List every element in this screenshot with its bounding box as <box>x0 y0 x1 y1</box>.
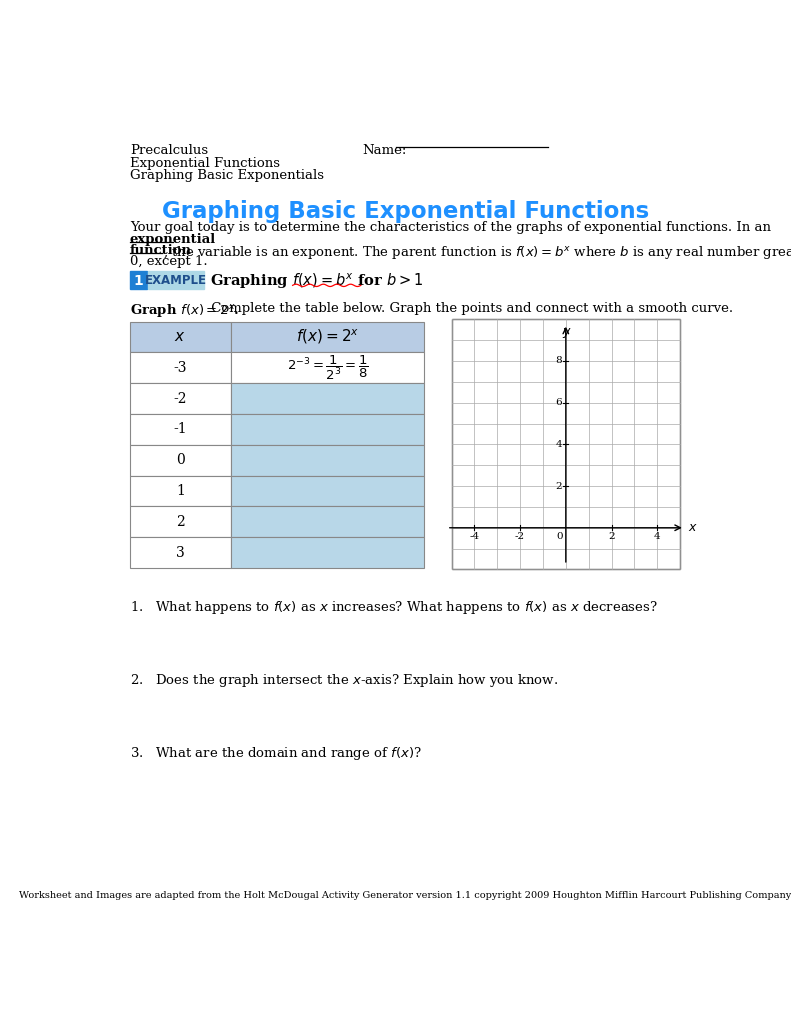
Text: $x$: $x$ <box>175 330 186 344</box>
Bar <box>149 270 204 289</box>
Text: Exponential Functions: Exponential Functions <box>130 157 280 170</box>
Text: 6: 6 <box>555 398 562 408</box>
Text: Complete the table below. Graph the points and connect with a smooth curve.: Complete the table below. Graph the poin… <box>207 301 733 314</box>
Bar <box>231 444 425 475</box>
Text: EXAMPLE: EXAMPLE <box>146 274 207 287</box>
Bar <box>231 322 425 352</box>
Text: 3.   What are the domain and range of $f(x)$?: 3. What are the domain and range of $f(x… <box>130 745 422 762</box>
Text: -2: -2 <box>173 391 187 406</box>
Text: Graphing Basic Exponentials: Graphing Basic Exponentials <box>130 169 324 182</box>
Text: -1: -1 <box>173 422 187 436</box>
Text: Name:: Name: <box>362 144 407 158</box>
Text: , the variable is an exponent. The parent function is $f(x) = b^x$ where $b$ is : , the variable is an exponent. The paren… <box>163 244 791 261</box>
Text: 2.   Does the graph intersect the $x$-axis? Explain how you know.: 2. Does the graph intersect the $x$-axis… <box>130 672 558 689</box>
Text: y: y <box>562 326 570 338</box>
Bar <box>130 444 231 475</box>
Bar <box>130 270 147 289</box>
Text: 8: 8 <box>555 356 562 366</box>
Bar <box>231 414 425 444</box>
Text: 4: 4 <box>654 531 660 541</box>
Text: 0: 0 <box>176 454 184 467</box>
Text: 1.   What happens to $f(x)$ as $x$ increases? What happens to $f(x)$ as $x$ decr: 1. What happens to $f(x)$ as $x$ increas… <box>130 599 658 615</box>
Text: -2: -2 <box>515 531 525 541</box>
Text: 1: 1 <box>176 484 184 498</box>
Bar <box>231 538 425 568</box>
Text: 1: 1 <box>134 273 143 288</box>
Text: 0, except 1.: 0, except 1. <box>130 255 207 267</box>
Bar <box>231 352 425 383</box>
Text: function: function <box>130 244 192 257</box>
Text: Graphing $f(x) = b^x$ for $b > 1$: Graphing $f(x) = b^x$ for $b > 1$ <box>210 271 423 291</box>
Text: Your goal today is to determine the characteristics of the graphs of exponential: Your goal today is to determine the char… <box>130 221 771 234</box>
Text: 0: 0 <box>556 531 563 541</box>
Bar <box>130 538 231 568</box>
Bar <box>231 506 425 538</box>
Text: $2^{-3} = \dfrac{1}{2^3} = \dfrac{1}{8}$: $2^{-3} = \dfrac{1}{2^3} = \dfrac{1}{8}$ <box>286 353 369 382</box>
Bar <box>231 475 425 506</box>
Text: 2: 2 <box>608 531 615 541</box>
Text: x: x <box>688 521 695 535</box>
Text: 3: 3 <box>176 546 184 559</box>
Bar <box>130 506 231 538</box>
Text: -3: -3 <box>173 360 187 375</box>
Text: $f(x) = 2^x$: $f(x) = 2^x$ <box>296 328 359 346</box>
Bar <box>452 319 680 569</box>
Text: 4: 4 <box>555 440 562 449</box>
Bar <box>130 352 231 383</box>
Text: Worksheet and Images are adapted from the Holt McDougal Activity Generator versi: Worksheet and Images are adapted from th… <box>19 891 791 900</box>
Bar <box>130 383 231 414</box>
Text: 2: 2 <box>555 481 562 490</box>
Text: 2: 2 <box>176 515 184 528</box>
Bar <box>130 322 231 352</box>
Bar <box>130 475 231 506</box>
Text: Precalculus: Precalculus <box>130 144 208 158</box>
Text: Graph $f(x) = 2^x$.: Graph $f(x) = 2^x$. <box>130 301 240 318</box>
Text: Graphing Basic Exponential Functions: Graphing Basic Exponential Functions <box>162 200 649 223</box>
Bar <box>231 383 425 414</box>
Text: -4: -4 <box>469 531 479 541</box>
Text: exponential: exponential <box>130 233 216 246</box>
Bar <box>130 414 231 444</box>
